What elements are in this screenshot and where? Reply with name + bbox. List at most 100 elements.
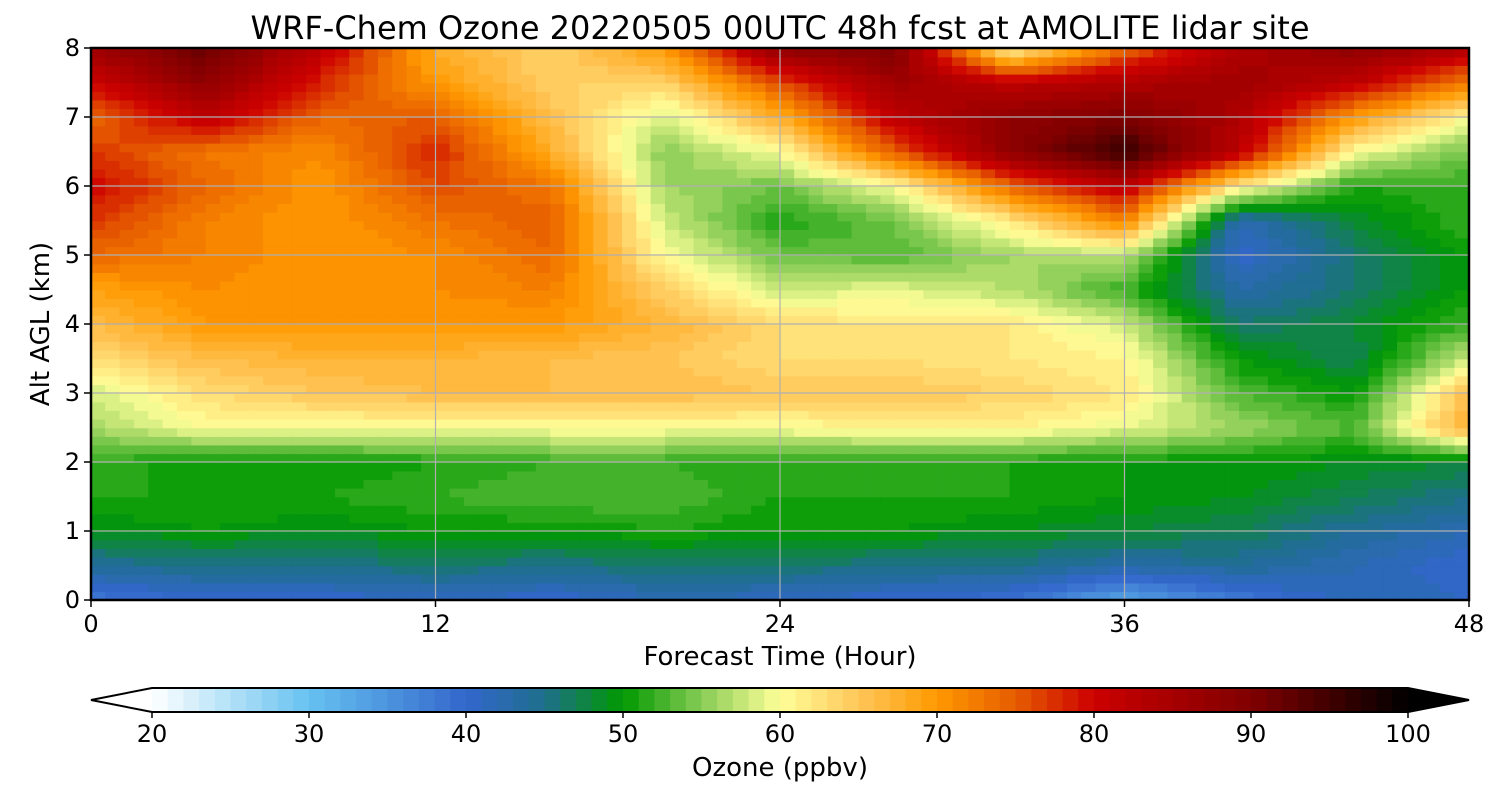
- ozone-cell: [306, 151, 322, 161]
- ozone-cell: [679, 211, 695, 222]
- ozone-cell: [550, 427, 566, 437]
- ozone-cell: [320, 582, 336, 593]
- ozone-cell: [1153, 297, 1169, 308]
- ozone-cell: [794, 341, 810, 351]
- ozone-cell: [880, 461, 896, 472]
- ozone-cell: [808, 56, 824, 67]
- ozone-cell: [822, 548, 839, 558]
- ozone-cell: [865, 263, 882, 274]
- ozone-cell: [851, 168, 867, 179]
- ozone-cell: [435, 435, 451, 446]
- ozone-cell: [205, 496, 221, 506]
- ozone-cell: [880, 479, 896, 489]
- ozone-cell: [507, 453, 523, 463]
- ozone-cell: [1110, 470, 1126, 481]
- ozone-cell: [693, 332, 709, 343]
- ozone-cell: [607, 470, 623, 481]
- ozone-cell: [464, 159, 480, 170]
- ozone-cell: [822, 401, 839, 412]
- ozone-cell: [277, 582, 293, 593]
- ozone-cell: [894, 504, 910, 515]
- ozone-cell: [420, 332, 437, 343]
- ozone-cell: [420, 177, 437, 187]
- ozone-cell: [1095, 56, 1111, 67]
- ozone-cell: [248, 177, 264, 187]
- ozone-cell: [779, 401, 796, 412]
- ozone-cell: [349, 220, 365, 230]
- ozone-cell: [837, 332, 853, 343]
- ozone-cell: [234, 90, 250, 101]
- ozone-cell: [377, 539, 394, 550]
- ozone-cell: [650, 349, 666, 360]
- ozone-cell: [679, 159, 695, 170]
- ozone-cell: [722, 479, 738, 489]
- ozone-cell: [966, 315, 982, 325]
- ozone-cell: [392, 65, 408, 75]
- ozone-cell: [1081, 56, 1097, 67]
- ozone-cell: [205, 142, 221, 153]
- ozone-cell: [1110, 228, 1126, 239]
- ozone-cell: [837, 220, 853, 230]
- ozone-cell: [306, 565, 322, 575]
- ozone-cell: [119, 211, 135, 222]
- ozone-cell: [478, 323, 494, 334]
- ozone-cell: [291, 479, 308, 489]
- ozone-cell: [1095, 246, 1111, 256]
- ozone-cell: [277, 159, 293, 170]
- ozone-cell: [736, 280, 753, 291]
- ozone-cell: [808, 246, 824, 256]
- ozone-cell: [363, 211, 379, 222]
- ozone-cell: [205, 246, 221, 256]
- ozone-cell: [306, 254, 322, 265]
- ozone-cell: [679, 134, 695, 144]
- ozone-cell: [162, 289, 178, 299]
- ozone-cell: [779, 56, 796, 67]
- ozone-cell: [220, 573, 236, 584]
- ozone-cell: [363, 151, 379, 161]
- ozone-cell: [794, 582, 810, 593]
- ozone-cell: [507, 349, 523, 360]
- ozone-cell: [765, 125, 781, 135]
- ozone-cell: [779, 427, 796, 437]
- ozone-cell: [133, 151, 150, 161]
- ozone-cell: [1110, 461, 1126, 472]
- ozone-cell: [708, 341, 724, 351]
- ozone-cell: [607, 185, 623, 196]
- ozone-cell: [693, 90, 709, 101]
- ozone-cell: [535, 384, 552, 394]
- ozone-cell: [837, 142, 853, 153]
- ozone-cell: [535, 108, 552, 118]
- ozone-cell: [1181, 272, 1198, 282]
- ozone-cell: [248, 358, 264, 368]
- ozone-cell: [205, 297, 221, 308]
- ozone-cell: [1153, 401, 1169, 412]
- ozone-cell: [779, 410, 796, 420]
- ozone-cell: [507, 479, 523, 489]
- ozone-cell: [650, 116, 666, 127]
- ozone-cell: [665, 48, 681, 58]
- ozone-cell: [564, 461, 580, 472]
- ozone-cell: [636, 513, 652, 524]
- ozone-cell: [521, 116, 537, 127]
- ozone-cell: [1110, 548, 1126, 558]
- ozone-cell: [1110, 522, 1126, 532]
- ozone-cell: [464, 48, 480, 58]
- ozone-cell: [607, 56, 623, 67]
- ozone-cell: [334, 582, 351, 593]
- ozone-cell: [593, 125, 609, 135]
- ozone-cell: [1066, 254, 1083, 265]
- ozone-cell: [1110, 65, 1126, 75]
- ozone-cell: [722, 358, 738, 368]
- ozone-cell: [1153, 513, 1169, 524]
- ozone-cell: [449, 470, 465, 481]
- ozone-cell: [765, 134, 781, 144]
- ozone-cell: [377, 384, 394, 394]
- ozone-cell: [220, 116, 236, 127]
- ozone-cell: [133, 203, 150, 213]
- ozone-cell: [464, 142, 480, 153]
- ozone-cell: [808, 453, 824, 463]
- ozone-cell: [320, 556, 336, 567]
- ozone-cell: [1095, 461, 1111, 472]
- ozone-cell: [880, 82, 896, 92]
- ozone-cell: [765, 582, 781, 593]
